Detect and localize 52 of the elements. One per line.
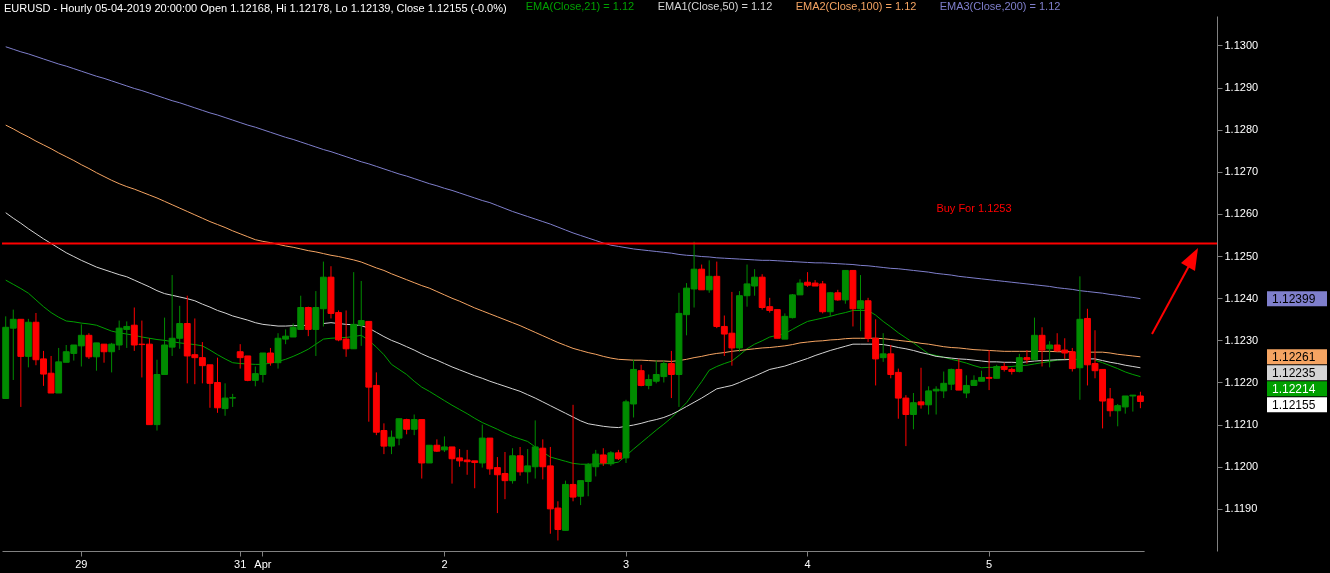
x-tick-label: 5: [986, 557, 993, 570]
candlestick: [1046, 340, 1054, 368]
text: EMA2(Close,100) = 1.12: [795, 0, 917, 12]
candlestick: [667, 350, 675, 399]
y-tick-label: 1.1240: [1224, 291, 1259, 304]
y-tick-label: 1.1220: [1224, 376, 1259, 388]
y-tick-label: 1.1290: [1224, 81, 1259, 94]
candlestick: [93, 342, 100, 372]
candlestick: [698, 264, 706, 291]
candlestick: [955, 358, 963, 391]
x-tick-label: 4: [804, 557, 811, 570]
candlestick: [410, 414, 418, 436]
text: EMA(Close,21) = 1.12: [525, 0, 635, 12]
x-tick-label: 31: [234, 557, 247, 570]
y-tick-label: 1.1190: [1224, 502, 1258, 515]
line-series: [5, 46, 1141, 300]
candlestick: [433, 438, 441, 453]
candlestick: [1023, 349, 1031, 365]
text: 1.12155: [1272, 397, 1316, 412]
text: EMA3(Close,200) = 1.12: [939, 0, 1061, 12]
candlestick: [85, 332, 93, 360]
candlestick: [985, 349, 993, 391]
text: EMA1(Close,50) = 1.12: [657, 0, 773, 12]
y-tick-label: 1.1210: [1224, 418, 1259, 431]
candlestick: [917, 367, 925, 410]
candlestick: [705, 259, 713, 294]
candlestick: [910, 392, 917, 430]
x-tick-label: Apr: [254, 557, 272, 570]
candlestick: [569, 404, 577, 502]
text: 1.12261: [1272, 349, 1316, 364]
candlestick: [826, 291, 834, 317]
ref-line-label: Buy For 1.1253: [936, 202, 1012, 215]
candlestick: [516, 446, 524, 477]
candlestick: [100, 343, 108, 364]
candlestick: [304, 306, 312, 337]
text: 1.12235: [1272, 365, 1316, 380]
candlestick: [857, 274, 864, 332]
x-tick-label: 3: [622, 557, 630, 570]
candlestick: [879, 332, 887, 363]
y-tick-label: 1.1280: [1224, 123, 1259, 136]
text: 1.12214: [1272, 381, 1316, 396]
x-tick-label: 2: [441, 557, 448, 570]
chart-title: EURUSD - Hourly 05-04-2019 20:00:00 Open 1.12168, Hi 1.12178, Lo 1.12139, Close 1.12155 (-0.0%): [4, 2, 507, 14]
y-tick-label: 1.1250: [1224, 249, 1259, 262]
x-tick-label: 29: [75, 557, 88, 570]
y-tick-label: 1.1230: [1224, 333, 1259, 346]
y-tick-label: 1.1300: [1224, 38, 1259, 51]
y-tick-label: 1.1260: [1224, 207, 1259, 220]
y-tick-label: 1.1200: [1224, 460, 1259, 473]
text: 1.12399: [1272, 291, 1316, 306]
candlestick: [1038, 326, 1046, 367]
y-tick-label: 1.1270: [1224, 165, 1259, 178]
